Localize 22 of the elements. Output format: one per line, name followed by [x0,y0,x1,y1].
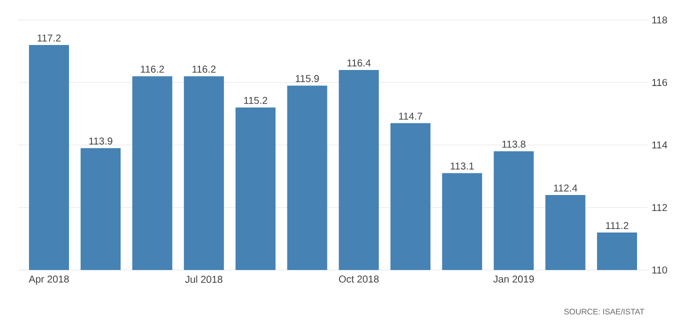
y-tick-label: 112 [652,204,667,211]
y-tick-label: 118 [652,16,668,24]
data-label: 116.2 [140,66,164,73]
data-label: 111.2 [606,222,628,229]
y-tick-label: 114 [652,142,668,148]
data-label: 113.1 [450,162,474,170]
data-label: 113.8 [502,140,526,148]
y-tick-label: 110 [652,266,668,274]
x-tick-label: Jul 2018 [185,276,222,283]
x-tick-label: Jan 2019 [493,276,534,283]
data-label: 113.9 [89,138,112,145]
data-label: 115.9 [296,75,319,82]
data-label: 116.4 [347,59,371,66]
y-tick-label: 116 [652,78,668,86]
source-note: SOURCE: ISAE/ISTAT [564,308,644,314]
data-label: 115.2 [244,96,268,104]
x-tick-label: Oct 2018 [339,276,379,283]
data-label: 114.7 [399,112,422,120]
x-tick-label: Apr 2018 [28,276,69,285]
data-label: 112.4 [554,184,578,192]
data-label: 116.2 [192,66,216,73]
data-label: 117.2 [38,34,61,42]
